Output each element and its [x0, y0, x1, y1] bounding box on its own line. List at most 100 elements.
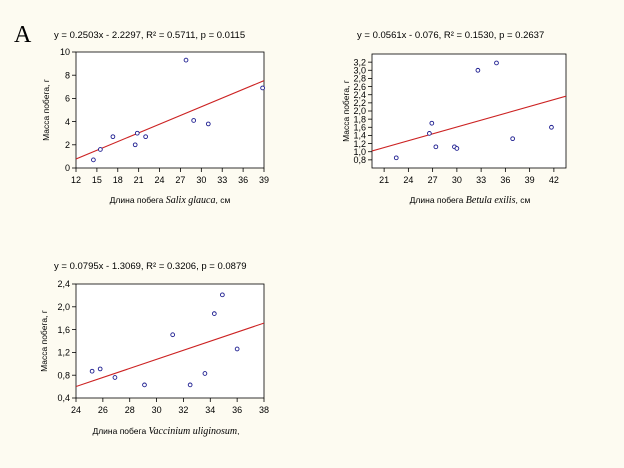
y-tick-label: 4	[65, 117, 70, 127]
x-tick-label: 34	[205, 405, 215, 415]
y-tick-label: 1,4	[353, 131, 366, 141]
x-axis-label-suffix: , см	[515, 195, 530, 205]
plot-area	[75, 283, 265, 399]
data-point	[202, 371, 208, 376]
data-point	[454, 146, 460, 151]
x-tick-label: 36	[232, 405, 242, 415]
data-point	[549, 124, 554, 130]
x-axis-label-prefix: Длина побега	[110, 195, 166, 205]
data-point	[98, 147, 103, 152]
x-tick-label: 18	[113, 175, 123, 185]
y-tick-label: 6	[65, 94, 70, 104]
y-tick-label: 0	[65, 163, 70, 173]
data-point	[191, 118, 197, 123]
data-point	[427, 131, 432, 136]
data-point	[142, 382, 147, 388]
data-point	[143, 134, 148, 140]
data-point	[260, 85, 265, 91]
data-point	[205, 121, 211, 127]
plot-area	[75, 51, 265, 169]
y-axis-label: Масса побега, г	[341, 80, 351, 142]
data-point	[475, 67, 481, 73]
x-tick-label: 33	[476, 175, 486, 185]
regression-line	[372, 95, 566, 152]
x-tick-label: 30	[152, 405, 162, 415]
y-tick-label: 8	[65, 70, 70, 80]
x-tick-label: 24	[71, 405, 81, 415]
y-tick-label: 1,2	[57, 348, 70, 358]
x-tick-label: 24	[155, 175, 165, 185]
y-tick-label: 1,6	[57, 325, 70, 335]
y-tick-label: 2,2	[353, 98, 366, 108]
chart-panel-3: y = 0.0795x - 1.3069, R² = 0.3206, p = 0…	[39, 261, 269, 437]
y-tick-label: 1,2	[353, 139, 366, 149]
x-axis-label-prefix: Длина побега	[410, 195, 466, 205]
x-tick-label: 39	[525, 175, 535, 185]
x-tick-label: 39	[259, 175, 269, 185]
x-tick-label: 21	[134, 175, 144, 185]
y-tick-label: 2,0	[57, 302, 70, 312]
y-axis-label: Масса побега, г	[39, 310, 49, 372]
x-tick-label: 27	[428, 175, 438, 185]
y-tick-label: 1,8	[353, 114, 366, 124]
x-tick-label: 26	[98, 405, 108, 415]
data-point	[433, 144, 439, 150]
x-tick-label: 28	[125, 405, 135, 415]
x-tick-label: 42	[549, 175, 559, 185]
y-tick-label: 2,6	[353, 82, 366, 92]
y-tick-label: 10	[60, 47, 70, 57]
x-axis-label-suffix: , см	[215, 195, 230, 205]
data-point	[89, 368, 95, 374]
x-tick-label: 32	[178, 405, 188, 415]
y-tick-label: 0,8	[57, 370, 70, 380]
x-axis-label-species: Betula exilis	[466, 195, 516, 206]
x-tick-label: 24	[403, 175, 413, 185]
x-tick-label: 15	[92, 175, 102, 185]
x-tick-label: 21	[379, 175, 389, 185]
data-point	[110, 134, 116, 140]
x-tick-label: 36	[500, 175, 510, 185]
x-tick-label: 12	[71, 175, 81, 185]
data-point	[132, 142, 138, 148]
x-axis-label-species: Vaccinium uliginosum	[149, 426, 238, 437]
data-point	[211, 311, 217, 316]
plot-area	[371, 53, 567, 169]
x-axis-label: Длина побега Salix glauca, см	[110, 195, 231, 206]
x-tick-label: 27	[175, 175, 185, 185]
regression-line	[76, 322, 264, 388]
data-point	[112, 375, 118, 380]
data-point	[393, 155, 399, 161]
data-point	[183, 57, 189, 63]
regression-equation: y = 0.0561x - 0.076, R² = 0.1530, p = 0.…	[357, 30, 544, 41]
y-tick-label: 2,4	[353, 90, 366, 100]
y-tick-label: 2,4	[57, 279, 70, 289]
y-tick-label: 1,0	[353, 147, 366, 157]
data-point	[134, 130, 140, 136]
y-tick-label: 3,0	[353, 65, 366, 75]
panel-label: A	[14, 22, 32, 48]
regression-equation: y = 0.0795x - 1.3069, R² = 0.3206, p = 0…	[54, 261, 247, 272]
data-point	[220, 292, 225, 298]
data-point	[234, 346, 240, 352]
x-tick-label: 30	[196, 175, 206, 185]
data-point	[429, 120, 435, 126]
regression-line	[76, 80, 264, 160]
x-axis-label: Длина побега Vaccinium uliginosum,	[92, 426, 239, 437]
chart-panel-1: y = 0.2503x - 2.2297, R² = 0.5711, p = 0…	[41, 30, 269, 206]
data-point	[170, 332, 176, 338]
y-tick-label: 3,2	[353, 57, 366, 67]
data-point	[91, 157, 96, 163]
y-axis-label: Масса побега, г	[41, 79, 51, 141]
y-tick-label: 1,6	[353, 122, 366, 132]
x-tick-label: 30	[452, 175, 462, 185]
data-point	[494, 60, 499, 66]
x-tick-label: 38	[259, 405, 269, 415]
x-axis-label-suffix: ,	[237, 426, 239, 436]
y-tick-label: 2,0	[353, 106, 366, 116]
x-axis-label-prefix: Длина побега	[92, 426, 148, 436]
data-point	[97, 366, 103, 372]
x-axis-label: Длина побега Betula exilis, см	[410, 195, 531, 206]
data-point	[510, 136, 516, 142]
regression-equation: y = 0.2503x - 2.2297, R² = 0.5711, p = 0…	[54, 30, 245, 41]
